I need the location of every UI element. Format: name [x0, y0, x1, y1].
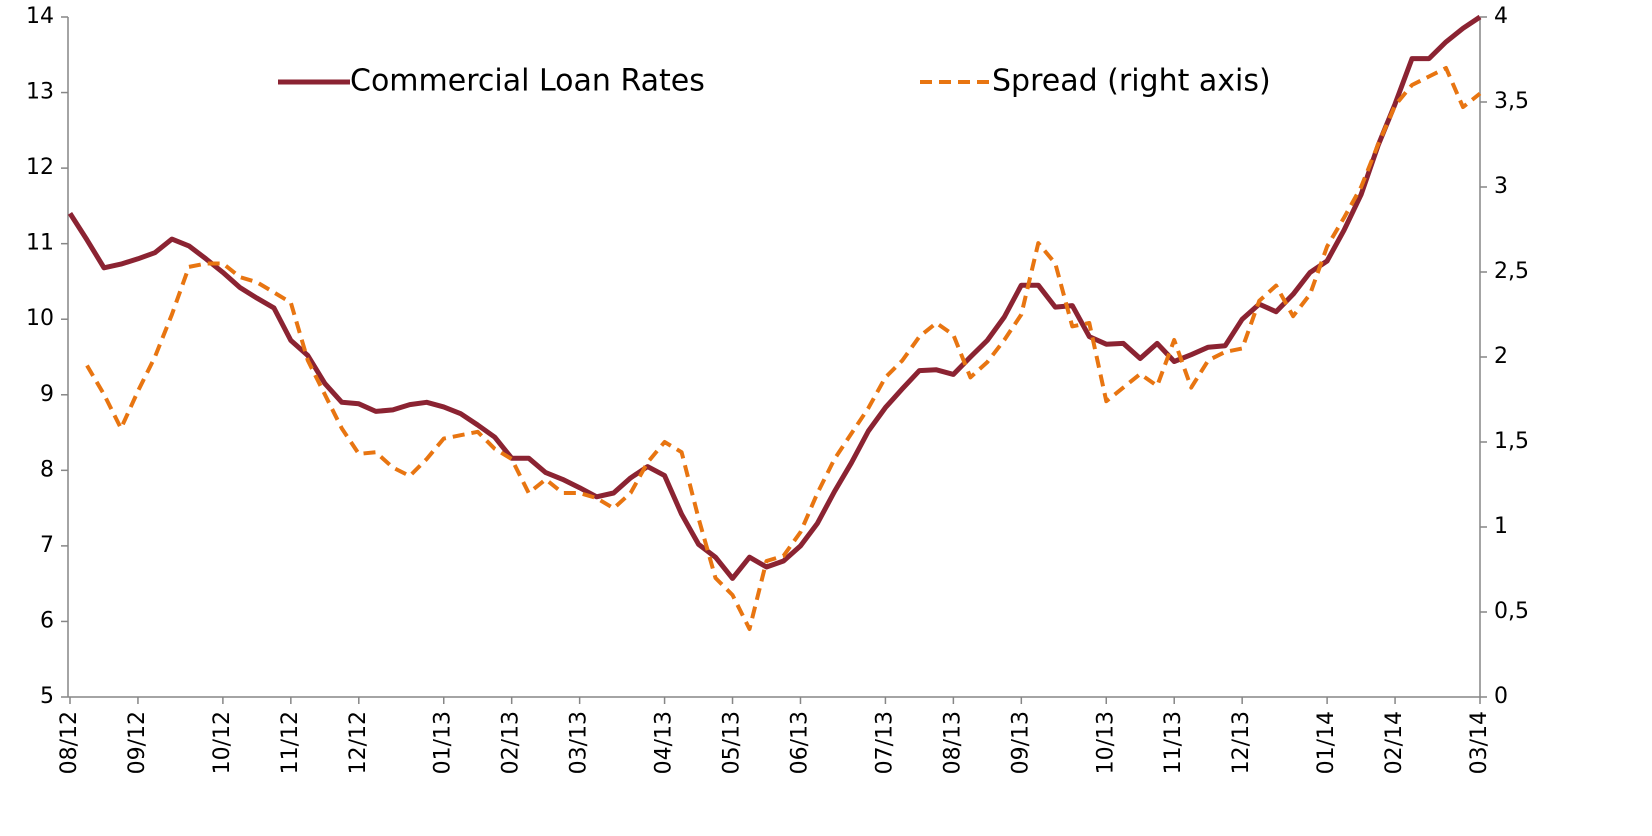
x-tick-label: 05/13 [720, 711, 745, 774]
x-tick-label: 09/13 [1008, 711, 1033, 774]
x-tick-label: 12/12 [346, 711, 371, 774]
x-tick-label: 10/13 [1093, 711, 1118, 774]
legend-label: Spread (right axis) [992, 64, 1271, 99]
x-tick-label: 06/13 [787, 711, 812, 774]
plot-area [67, 14, 1482, 631]
y-tick-label: 12 [26, 155, 54, 180]
legend-label: Commercial Loan Rates [350, 64, 705, 99]
y2-tick-label: 4 [1494, 4, 1508, 29]
x-tick-label: 03/13 [567, 711, 592, 774]
y-tick-label: 10 [26, 306, 54, 331]
y-tick-label: 13 [26, 80, 54, 105]
x-tick-label: 03/14 [1467, 711, 1492, 774]
y2-tick-label: 1,5 [1494, 429, 1529, 454]
x-tick-label: 11/13 [1161, 711, 1186, 774]
y-tick-label: 9 [40, 382, 54, 407]
x-tick-label: 04/13 [652, 711, 677, 774]
y-tick-label: 14 [26, 4, 54, 29]
legend: Commercial Loan Rates Spread (right axis) [278, 64, 1271, 99]
x-tick-label: 09/12 [125, 711, 150, 774]
x-tick-label: 01/13 [431, 711, 456, 774]
y2-tick-label: 2,5 [1494, 259, 1529, 284]
x-tick-label: 07/13 [872, 711, 897, 774]
y-tick-label: 6 [40, 608, 54, 633]
x-tick-label: 02/14 [1382, 711, 1407, 774]
y2-tick-label: 0,5 [1494, 599, 1529, 624]
x-tick-label: 10/12 [210, 711, 235, 774]
y-tick-label: 11 [26, 231, 54, 256]
y-tick-label: 5 [40, 684, 54, 709]
x-tick-label: 12/13 [1229, 711, 1254, 774]
x-tick-label: 08/12 [57, 711, 82, 774]
x-tick-label: 11/12 [278, 711, 303, 774]
y2-tick-label: 1 [1494, 514, 1508, 539]
y-tick-label: 8 [40, 457, 54, 482]
y2-tick-label: 0 [1494, 684, 1508, 709]
series-line [85, 66, 1482, 631]
y2-tick-label: 3 [1494, 174, 1508, 199]
x-tick-label: 02/13 [499, 711, 524, 774]
x-tick-label: 08/13 [940, 711, 965, 774]
x-tick-label: 01/14 [1314, 711, 1339, 774]
y2-tick-label: 3,5 [1494, 89, 1529, 114]
series-line [67, 14, 1482, 581]
y-tick-label: 7 [40, 533, 54, 558]
y2-tick-label: 2 [1494, 344, 1508, 369]
